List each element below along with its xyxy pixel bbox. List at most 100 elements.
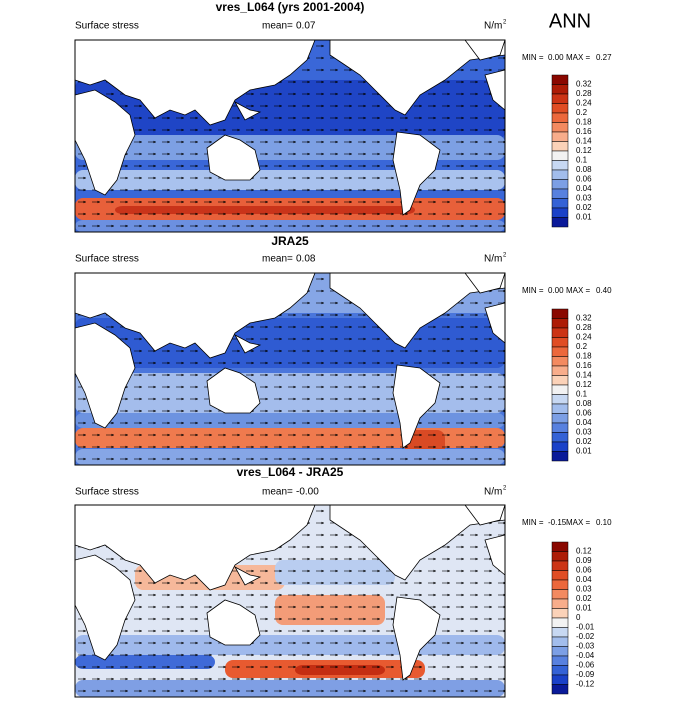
colorbar-box [551, 318, 569, 329]
colorbar-box [551, 646, 569, 657]
colorbar-box [551, 413, 569, 424]
colorbar-box [551, 617, 569, 628]
map-field [75, 273, 505, 465]
panel-title: vres_L064 (yrs 2001-2004) [216, 0, 365, 14]
colorbar-box [551, 74, 569, 85]
colorbar-label: 0.08 [576, 165, 592, 174]
colorbar-label: -0.02 [576, 632, 595, 641]
colorbar-box [551, 356, 569, 367]
colorbar-box [551, 432, 569, 443]
colorbar-box [551, 346, 569, 357]
units-exponent: 2 [503, 20, 507, 26]
colorbar-label: 0.06 [576, 566, 592, 575]
colorbar-label: 0.2 [576, 108, 588, 117]
colorbar-box [551, 579, 569, 590]
colorbar-label: -0.03 [576, 642, 595, 651]
colorbar-label: 0.16 [576, 127, 592, 136]
colorbar-label: -0.12 [576, 680, 595, 689]
colorbar-label: 0.01 [576, 213, 592, 222]
max-label: MAX = [566, 518, 591, 527]
colorbar-box [551, 103, 569, 114]
colorbar-label: 0.2 [576, 342, 588, 351]
colorbar-box [551, 179, 569, 190]
colorbar-box [551, 160, 569, 171]
panel-title: JRA25 [271, 234, 309, 248]
colorbar-box [551, 93, 569, 104]
colorbar-box [551, 570, 569, 581]
colorbar-box [551, 394, 569, 405]
colorbar-box [551, 598, 569, 609]
colorbar-label: 0.01 [576, 604, 592, 613]
variable-label: Surface stress [75, 487, 139, 498]
map-frame [74, 272, 506, 466]
min-label: MIN = [522, 518, 544, 527]
colorbar-box [551, 365, 569, 376]
colorbar-label: 0.03 [576, 428, 592, 437]
colorbar-label: 0.04 [576, 575, 592, 584]
colorbar-label: 0.32 [576, 314, 592, 323]
colorbar-label: 0.12 [576, 146, 592, 155]
colorbar-box [551, 403, 569, 414]
max-label: MAX = [566, 286, 591, 295]
mean-value: 0.07 [296, 21, 316, 32]
colorbar-box [551, 122, 569, 133]
colorbar-label: 0.14 [576, 137, 592, 146]
colorbar-label: 0.12 [576, 380, 592, 389]
units-exponent: 2 [503, 253, 507, 259]
colorbar-box [551, 655, 569, 666]
colorbar-box [551, 337, 569, 348]
min-value: -0.15 [548, 518, 567, 527]
colorbar-box [551, 608, 569, 619]
variable-label: Surface stress [75, 21, 139, 32]
colorbar-label: 0.18 [576, 118, 592, 127]
colorbar-label: 0.06 [576, 175, 592, 184]
colorbar-label: 0.02 [576, 594, 592, 603]
colorbar-box [551, 636, 569, 647]
colorbar-label: 0.28 [576, 323, 592, 332]
colorbar-label: 0.18 [576, 352, 592, 361]
colorbar-box [551, 112, 569, 123]
units: N/m [484, 254, 502, 265]
variable-label: Surface stress [75, 254, 139, 265]
colorbar-label: 0.12 [576, 547, 592, 556]
max-label: MAX = [566, 53, 591, 62]
colorbar-box [551, 84, 569, 95]
map-frame [74, 39, 506, 233]
map-field [75, 505, 505, 697]
min-value: 0.00 [548, 286, 564, 295]
colorbar-label: 0.02 [576, 203, 592, 212]
map [74, 504, 506, 698]
colorbar-label: 0.03 [576, 585, 592, 594]
colorbar-box [551, 375, 569, 386]
colorbar-label: 0.32 [576, 80, 592, 89]
figure-label: ANN [549, 10, 591, 32]
colorbar-box [551, 665, 569, 676]
colorbar-label: 0.06 [576, 409, 592, 418]
colorbar-box [551, 684, 569, 695]
colorbar-label: -0.09 [576, 670, 595, 679]
colorbar-box [551, 384, 569, 395]
colorbar-box [551, 560, 569, 571]
colorbar-label: 0.04 [576, 418, 592, 427]
colorbar-label: 0.24 [576, 99, 592, 108]
colorbar-box [551, 441, 569, 452]
colorbar-box [551, 198, 569, 209]
colorbar-box [551, 551, 569, 562]
colorbar-label: -0.06 [576, 661, 595, 670]
colorbar-box [551, 541, 569, 552]
colorbar-label: 0.02 [576, 437, 592, 446]
map-frame [74, 504, 506, 698]
max-value: 0.10 [596, 518, 612, 527]
colorbar-label: 0 [576, 613, 581, 622]
colorbar-box [551, 141, 569, 152]
mean-label: mean= [262, 487, 293, 498]
min-value: 0.00 [548, 53, 564, 62]
panel-title: vres_L064 - JRA25 [237, 465, 344, 479]
colorbar-label: 0.24 [576, 333, 592, 342]
colorbar-label: 0.01 [576, 447, 592, 456]
colorbar-label: -0.01 [576, 623, 595, 632]
colorbar-box [551, 131, 569, 142]
colorbar-label: 0.1 [576, 390, 588, 399]
map-field [75, 40, 505, 232]
